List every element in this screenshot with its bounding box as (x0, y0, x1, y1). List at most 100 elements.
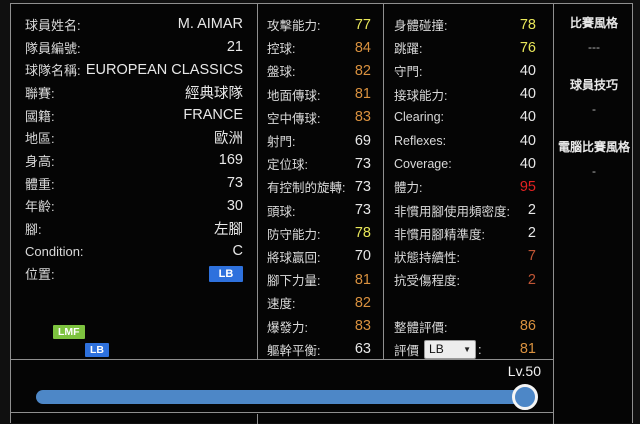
stat-label: 將球贏回: (267, 250, 321, 265)
stat-row: 定位球: 73 (267, 152, 371, 175)
stat-value: EUROPEAN CLASSICS (85, 61, 243, 78)
stat-row: 抗受傷程度: 2 (394, 268, 536, 291)
stat-row: Reflexes: 40 (394, 129, 536, 152)
player-skills-title: 球員技巧 (569, 78, 618, 92)
stat-value: 95 (519, 178, 536, 195)
spacer (394, 291, 536, 314)
stat-row: 聯賽: 經典球隊 (25, 81, 243, 104)
stat-value: 70 (354, 248, 371, 265)
stat-label: 接球能力: (394, 88, 448, 103)
stat-row: 非慣用腳使用頻密度: 2 (394, 199, 536, 222)
stat-label: 跳躍: (394, 42, 423, 57)
stat-label: 爆發力: (267, 320, 308, 335)
stat-row: 球員姓名: M. AIMAR (25, 13, 243, 36)
stat-row: Clearing: 40 (394, 106, 536, 129)
stat-row: 體力: 95 (394, 175, 536, 198)
stat-value: 40 (519, 109, 536, 126)
stat-label: 攻擊能力: (267, 19, 321, 34)
stat-label: Clearing: (394, 110, 445, 125)
stat-value: 83 (354, 318, 371, 335)
divider (553, 4, 554, 424)
stat-value: 86 (519, 318, 536, 335)
level-label: Lv.50 (507, 363, 541, 379)
stat-row: 防守能力: 78 (267, 222, 371, 245)
attack-stats-panel: 攻擊能力: 77 控球: 84 盤球: 82 地面傳球: 81 空中傳球: 83 射門: 69 定位球:… (258, 4, 383, 359)
divider (257, 414, 258, 424)
stat-row: 控球: 84 (267, 36, 371, 59)
stat-label: 球員姓名: (25, 17, 81, 33)
divider (257, 4, 258, 359)
stat-row: 體重: 73 (25, 172, 243, 195)
stat-value: 40 (519, 155, 536, 172)
stat-value: 7 (527, 248, 536, 265)
stat-label: 位置: (25, 267, 55, 283)
physical-stats-rows: 身體碰撞: 78 跳躍: 76 守門: 40 接球能力: 40 Clearing: 40 Refle… (394, 13, 536, 291)
level-slider-track[interactable] (36, 390, 528, 404)
stat-label: 頭球: (267, 204, 296, 219)
stat-row: 速度: 82 (267, 291, 371, 314)
player-stats-window: 球員姓名: M. AIMAR 隊員編號: 21 球隊名稱: EUROPEAN CLASSI… (10, 3, 634, 424)
stat-label: 定位球: (267, 158, 308, 173)
stat-label: 國籍: (25, 108, 55, 124)
stat-value: LB (209, 265, 243, 283)
level-slider-panel: Lv.50 (11, 359, 553, 413)
stat-value: 40 (519, 132, 536, 149)
stat-label: Reflexes: (394, 133, 447, 148)
stat-label: 軀幹平衡: (267, 343, 321, 358)
position-badge-lmf: LMF (53, 325, 85, 339)
stat-value: 左腳 (214, 222, 243, 239)
stat-row: 球隊名稱: EUROPEAN CLASSICS (25, 58, 243, 81)
stat-label: 體力: (394, 181, 423, 196)
stat-label: 身體碰撞: (394, 19, 448, 34)
stat-label: 空中傳球: (267, 111, 321, 126)
stat-value: 81 (354, 86, 371, 103)
play-style-value: --- (588, 40, 600, 54)
stat-label: 有控制的旋轉: (267, 181, 346, 196)
play-style-panel: 比賽風格 --- 球員技巧 - 電腦比賽風格 - (554, 4, 634, 424)
stat-value: 78 (354, 225, 371, 242)
rating-row: 評價 LB ▼ : 81 (394, 338, 536, 361)
stat-label: 非慣用腳使用頻密度: (394, 204, 510, 219)
stat-label: 盤球: (267, 65, 296, 80)
stat-label: 腳: (25, 222, 42, 238)
rating-position-dropdown[interactable]: LB ▼ (424, 339, 477, 359)
stat-label: 守門: (394, 65, 423, 80)
stat-value: 30 (226, 197, 243, 214)
stat-row: 身體碰撞: 78 (394, 13, 536, 36)
com-play-style-title: 電腦比賽風格 (557, 140, 630, 154)
stat-row: 身高: 169 (25, 149, 243, 172)
stat-label: 地面傳球: (267, 88, 321, 103)
stat-value: M. AIMAR (177, 16, 243, 33)
stat-row: 非慣用腳精準度: 2 (394, 222, 536, 245)
stat-value: 63 (354, 341, 371, 358)
stat-label: 聯賽: (25, 85, 55, 101)
stat-value: 78 (519, 16, 536, 33)
level-slider-knob[interactable] (512, 384, 538, 410)
rating-label: 評價 (394, 343, 420, 358)
stat-label: 隊員編號: (25, 40, 81, 56)
stat-label: 整體評價: (394, 320, 448, 335)
stat-label: 速度: (267, 297, 296, 312)
stat-value: 82 (354, 294, 371, 311)
stat-label: 射門: (267, 135, 296, 150)
stat-label: Condition: (25, 243, 84, 259)
stat-value: 82 (354, 62, 371, 79)
divider (383, 4, 384, 359)
stat-row: 位置: LB (25, 263, 243, 286)
stat-label: 防守能力: (267, 227, 321, 242)
stat-value: C (232, 243, 243, 260)
stat-row: 狀態持續性: 7 (394, 245, 536, 268)
stat-label: 地區: (25, 131, 55, 147)
stat-value: 40 (519, 62, 536, 79)
stat-value: 73 (354, 202, 371, 219)
position-badge: LB (209, 266, 243, 283)
stat-value: 73 (354, 178, 371, 195)
spacer (554, 54, 634, 76)
stat-value: 81 (354, 271, 371, 288)
stat-row: Condition: C (25, 240, 243, 263)
stat-value: 2 (527, 225, 536, 242)
stat-row: 接球能力: 40 (394, 83, 536, 106)
player-info-panel: 球員姓名: M. AIMAR 隊員編號: 21 球隊名稱: EUROPEAN CLASSI… (12, 4, 257, 359)
stat-value: 經典球隊 (185, 85, 243, 102)
stat-row: 隊員編號: 21 (25, 36, 243, 59)
